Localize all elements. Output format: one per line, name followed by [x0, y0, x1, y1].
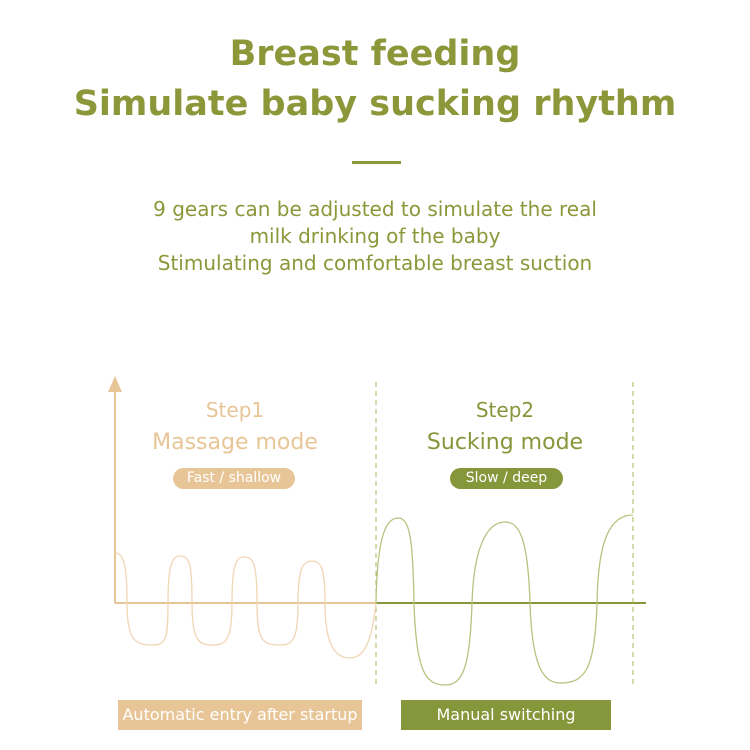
- step1-label: Step1: [205, 398, 265, 422]
- step1-badge: Fast / shallow: [173, 468, 295, 489]
- step2-label: Step2: [475, 398, 535, 422]
- sucking-wave: [375, 514, 634, 686]
- description-line-3: Stimulating and comfortable breast sucti…: [157, 251, 593, 275]
- step2-badge: Slow / deep: [450, 468, 563, 489]
- title-line-1: Breast feeding: [229, 34, 521, 74]
- step1-footer: Automatic entry after startup: [118, 700, 362, 730]
- step1-mode: Massage mode: [152, 430, 318, 455]
- massage-wave: [114, 552, 377, 659]
- step2-mode: Sucking mode: [426, 430, 584, 455]
- title-line-2: Simulate baby sucking rhythm: [73, 84, 677, 124]
- divider: [352, 161, 401, 164]
- description-line-2: milk drinking of the baby: [249, 224, 501, 248]
- step2-footer: Manual switching: [401, 700, 611, 730]
- description-line-1: 9 gears can be adjusted to simulate the …: [153, 197, 597, 221]
- y-axis-arrow-icon: [108, 376, 122, 392]
